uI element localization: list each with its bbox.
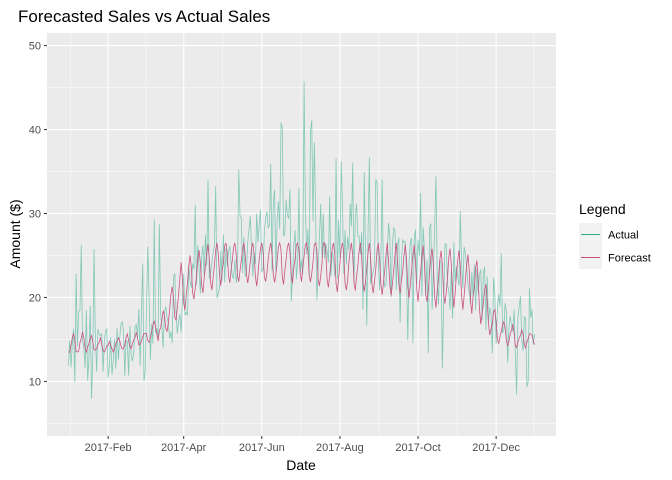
y-axis-title: Amount ($) xyxy=(7,199,23,268)
legend-label-forecast: Forecast xyxy=(608,253,651,265)
x-tick-label: 2017-Dec xyxy=(472,442,520,454)
legend: Legend Actual Forecast xyxy=(579,201,651,269)
x-tick-label: 2017-Oct xyxy=(395,442,440,454)
chart-title: Forecasted Sales vs Actual Sales xyxy=(18,7,270,26)
x-tick-label: 2017-Jun xyxy=(239,442,285,454)
legend-title: Legend xyxy=(579,201,626,217)
series-line-forecast xyxy=(68,241,535,354)
minor-gridlines xyxy=(47,33,556,436)
plot-panel xyxy=(47,33,556,436)
x-tick-label: 2017-Apr xyxy=(161,442,207,454)
series-layer xyxy=(68,81,535,399)
x-tick-label: 2017-Feb xyxy=(85,442,132,454)
y-tick-label: 40 xyxy=(29,125,41,137)
x-axis: 2017-Feb 2017-Apr 2017-Jun 2017-Aug 2017-Oct… xyxy=(85,436,520,454)
y-tick-label: 20 xyxy=(29,292,41,304)
y-axis: 10 20 30 40 50 xyxy=(29,41,47,388)
y-tick-label: 30 xyxy=(29,209,41,221)
x-tick-label: 2017-Aug xyxy=(316,442,364,454)
y-tick-label: 50 xyxy=(29,41,41,53)
y-tick-label: 10 xyxy=(29,376,41,388)
legend-label-actual: Actual xyxy=(608,230,639,242)
x-axis-title: Date xyxy=(286,457,316,473)
